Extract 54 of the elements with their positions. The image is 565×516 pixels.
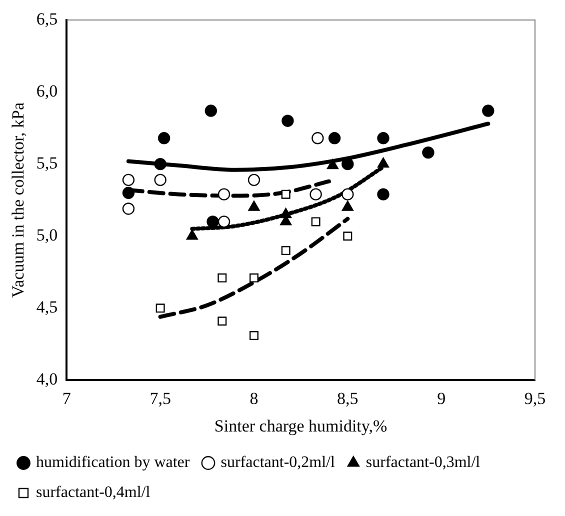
point (122, 186, 135, 199)
point (204, 104, 217, 117)
point (218, 273, 227, 282)
point (343, 232, 352, 241)
point (154, 174, 166, 186)
point (482, 104, 494, 117)
line-series (158, 216, 350, 319)
point (377, 157, 390, 168)
point (250, 331, 258, 340)
legend-label: surfactant-0,2ml/l (220, 454, 336, 472)
y-tick-label: 4,0 (36, 370, 58, 389)
x-tick-label: 8 (250, 388, 258, 408)
x-tick-label: 9 (437, 388, 446, 408)
point (156, 304, 165, 313)
point (281, 246, 290, 256)
x-tick-label: 7 (62, 388, 72, 408)
point (377, 132, 390, 144)
y-tick-label: 5,0 (36, 226, 58, 245)
point (326, 158, 338, 170)
y-axis-title: Vacuum in the collector, kPa (8, 102, 28, 298)
point (122, 174, 135, 186)
point (312, 132, 324, 144)
point (281, 190, 290, 199)
point (280, 208, 292, 218)
point (422, 146, 434, 159)
y-tick-label: 6,5 (36, 9, 58, 28)
point (218, 188, 230, 200)
point (122, 202, 135, 215)
y-tick-label: 4,5 (36, 298, 58, 317)
point (158, 132, 170, 144)
point (342, 200, 354, 211)
point (186, 230, 198, 240)
x-tick-label: 9,5 (524, 388, 546, 408)
x-tick-label: 7,5 (150, 388, 171, 408)
line-series (126, 122, 490, 172)
point (310, 188, 322, 200)
point (342, 188, 354, 200)
point (328, 132, 341, 144)
point (248, 200, 260, 211)
point (250, 273, 258, 282)
point (218, 316, 227, 326)
x-axis-title: Sinter charge humidity,% (214, 416, 388, 436)
point (282, 114, 294, 127)
point (311, 217, 320, 226)
legend-label: humidification by water (36, 454, 190, 472)
legend-label: surfactant-0,4ml/l (36, 484, 151, 502)
legend-label: surfactant-0,3ml/l (366, 454, 481, 472)
x-tick-label: 8,5 (337, 388, 358, 408)
y-tick-label: 5,5 (36, 154, 58, 173)
point (154, 158, 166, 170)
point (377, 188, 390, 200)
y-tick-label: 6,0 (36, 82, 58, 101)
point (248, 174, 260, 186)
point (206, 216, 219, 228)
